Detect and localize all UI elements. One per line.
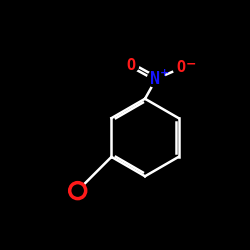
Text: N: N — [150, 70, 160, 88]
Text: O: O — [127, 58, 136, 72]
Text: O: O — [176, 60, 185, 75]
Circle shape — [173, 58, 192, 77]
Text: +: + — [160, 68, 169, 78]
Text: −: − — [186, 57, 196, 70]
Circle shape — [70, 182, 86, 198]
Circle shape — [148, 70, 165, 87]
Circle shape — [124, 58, 139, 72]
